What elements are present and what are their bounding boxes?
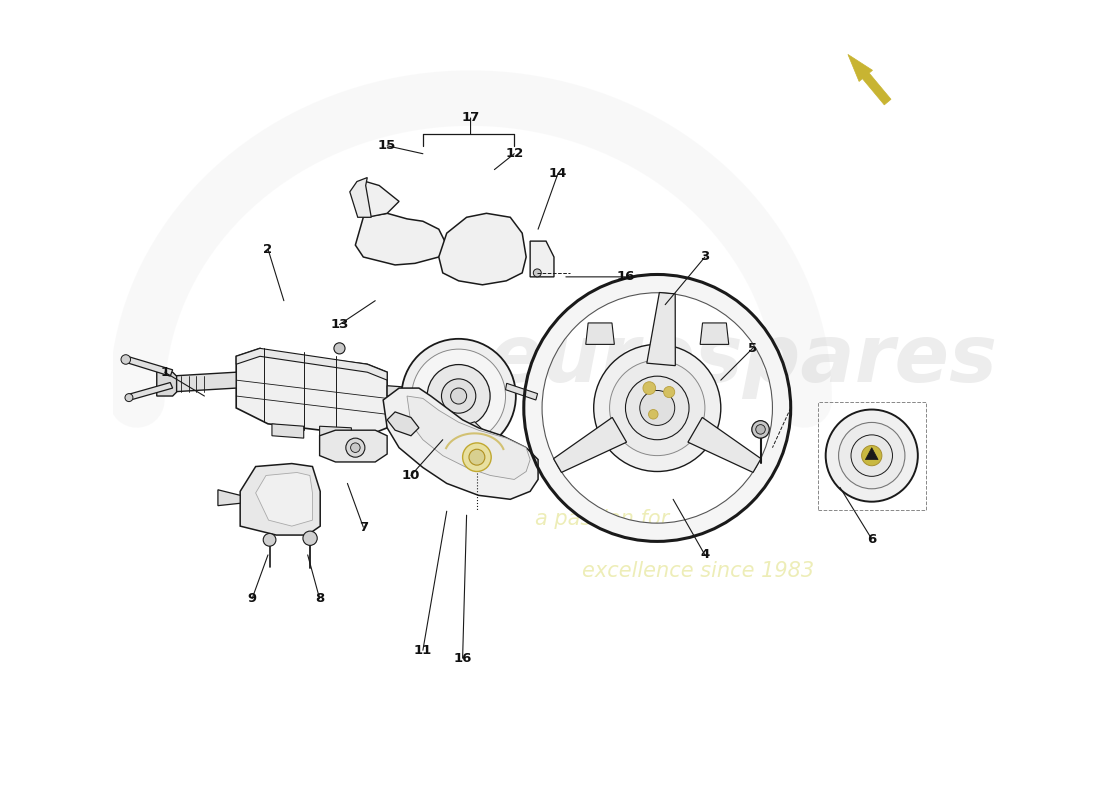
Circle shape xyxy=(534,269,541,277)
Circle shape xyxy=(640,390,674,426)
Circle shape xyxy=(121,354,131,364)
Polygon shape xyxy=(236,348,387,380)
Circle shape xyxy=(125,394,133,402)
Polygon shape xyxy=(168,372,236,392)
Text: 16: 16 xyxy=(453,652,472,665)
Polygon shape xyxy=(236,348,387,436)
Text: 8: 8 xyxy=(315,592,324,605)
Polygon shape xyxy=(383,388,538,499)
Polygon shape xyxy=(128,382,173,400)
Text: a passion for: a passion for xyxy=(536,509,670,529)
Polygon shape xyxy=(530,241,554,277)
Circle shape xyxy=(351,443,360,453)
Text: 1: 1 xyxy=(161,366,169,378)
Circle shape xyxy=(642,382,656,394)
Polygon shape xyxy=(350,178,372,218)
Text: 15: 15 xyxy=(378,139,396,152)
Circle shape xyxy=(427,365,491,427)
Circle shape xyxy=(649,410,658,419)
Text: 6: 6 xyxy=(867,533,877,546)
Circle shape xyxy=(594,344,720,471)
Polygon shape xyxy=(272,424,304,438)
Polygon shape xyxy=(387,412,419,436)
Polygon shape xyxy=(524,274,791,542)
Polygon shape xyxy=(407,396,530,479)
Polygon shape xyxy=(255,473,312,526)
Text: 3: 3 xyxy=(701,250,710,263)
Circle shape xyxy=(334,342,345,354)
Polygon shape xyxy=(360,182,399,218)
Polygon shape xyxy=(866,448,878,459)
Circle shape xyxy=(663,386,674,398)
Circle shape xyxy=(469,450,485,465)
Circle shape xyxy=(626,376,689,440)
Polygon shape xyxy=(240,463,320,535)
Polygon shape xyxy=(466,422,510,459)
Text: 5: 5 xyxy=(748,342,757,355)
Polygon shape xyxy=(586,323,615,344)
Polygon shape xyxy=(320,426,351,440)
Polygon shape xyxy=(688,418,761,473)
Text: 10: 10 xyxy=(402,469,420,482)
Polygon shape xyxy=(218,490,240,506)
Polygon shape xyxy=(700,323,728,344)
Polygon shape xyxy=(124,356,173,376)
Text: 12: 12 xyxy=(505,147,524,160)
Polygon shape xyxy=(320,430,387,462)
Polygon shape xyxy=(156,372,177,396)
Circle shape xyxy=(463,443,492,471)
Polygon shape xyxy=(506,383,538,400)
Text: 2: 2 xyxy=(263,242,273,255)
Circle shape xyxy=(751,421,769,438)
Text: 11: 11 xyxy=(414,644,432,657)
Circle shape xyxy=(826,410,917,502)
Text: 13: 13 xyxy=(330,318,349,331)
Circle shape xyxy=(263,534,276,546)
Circle shape xyxy=(838,422,905,489)
Circle shape xyxy=(451,388,466,404)
Circle shape xyxy=(402,339,516,454)
Text: excellence since 1983: excellence since 1983 xyxy=(583,561,815,581)
Polygon shape xyxy=(647,293,675,366)
Text: 9: 9 xyxy=(248,592,256,605)
Circle shape xyxy=(861,446,882,466)
Polygon shape xyxy=(355,214,447,265)
Circle shape xyxy=(345,438,365,457)
Circle shape xyxy=(411,349,506,443)
Circle shape xyxy=(756,425,766,434)
Bar xyxy=(817,402,926,510)
Text: 16: 16 xyxy=(616,270,635,283)
Polygon shape xyxy=(439,214,526,285)
Text: 17: 17 xyxy=(461,111,480,125)
Text: 14: 14 xyxy=(549,167,568,180)
Polygon shape xyxy=(387,386,419,396)
Text: 7: 7 xyxy=(359,521,367,534)
Polygon shape xyxy=(848,54,891,105)
Circle shape xyxy=(441,379,476,413)
Circle shape xyxy=(302,531,317,546)
Text: 4: 4 xyxy=(701,549,710,562)
Text: eurospares: eurospares xyxy=(487,322,997,399)
Polygon shape xyxy=(553,418,627,473)
Circle shape xyxy=(609,360,705,456)
Circle shape xyxy=(851,435,892,476)
